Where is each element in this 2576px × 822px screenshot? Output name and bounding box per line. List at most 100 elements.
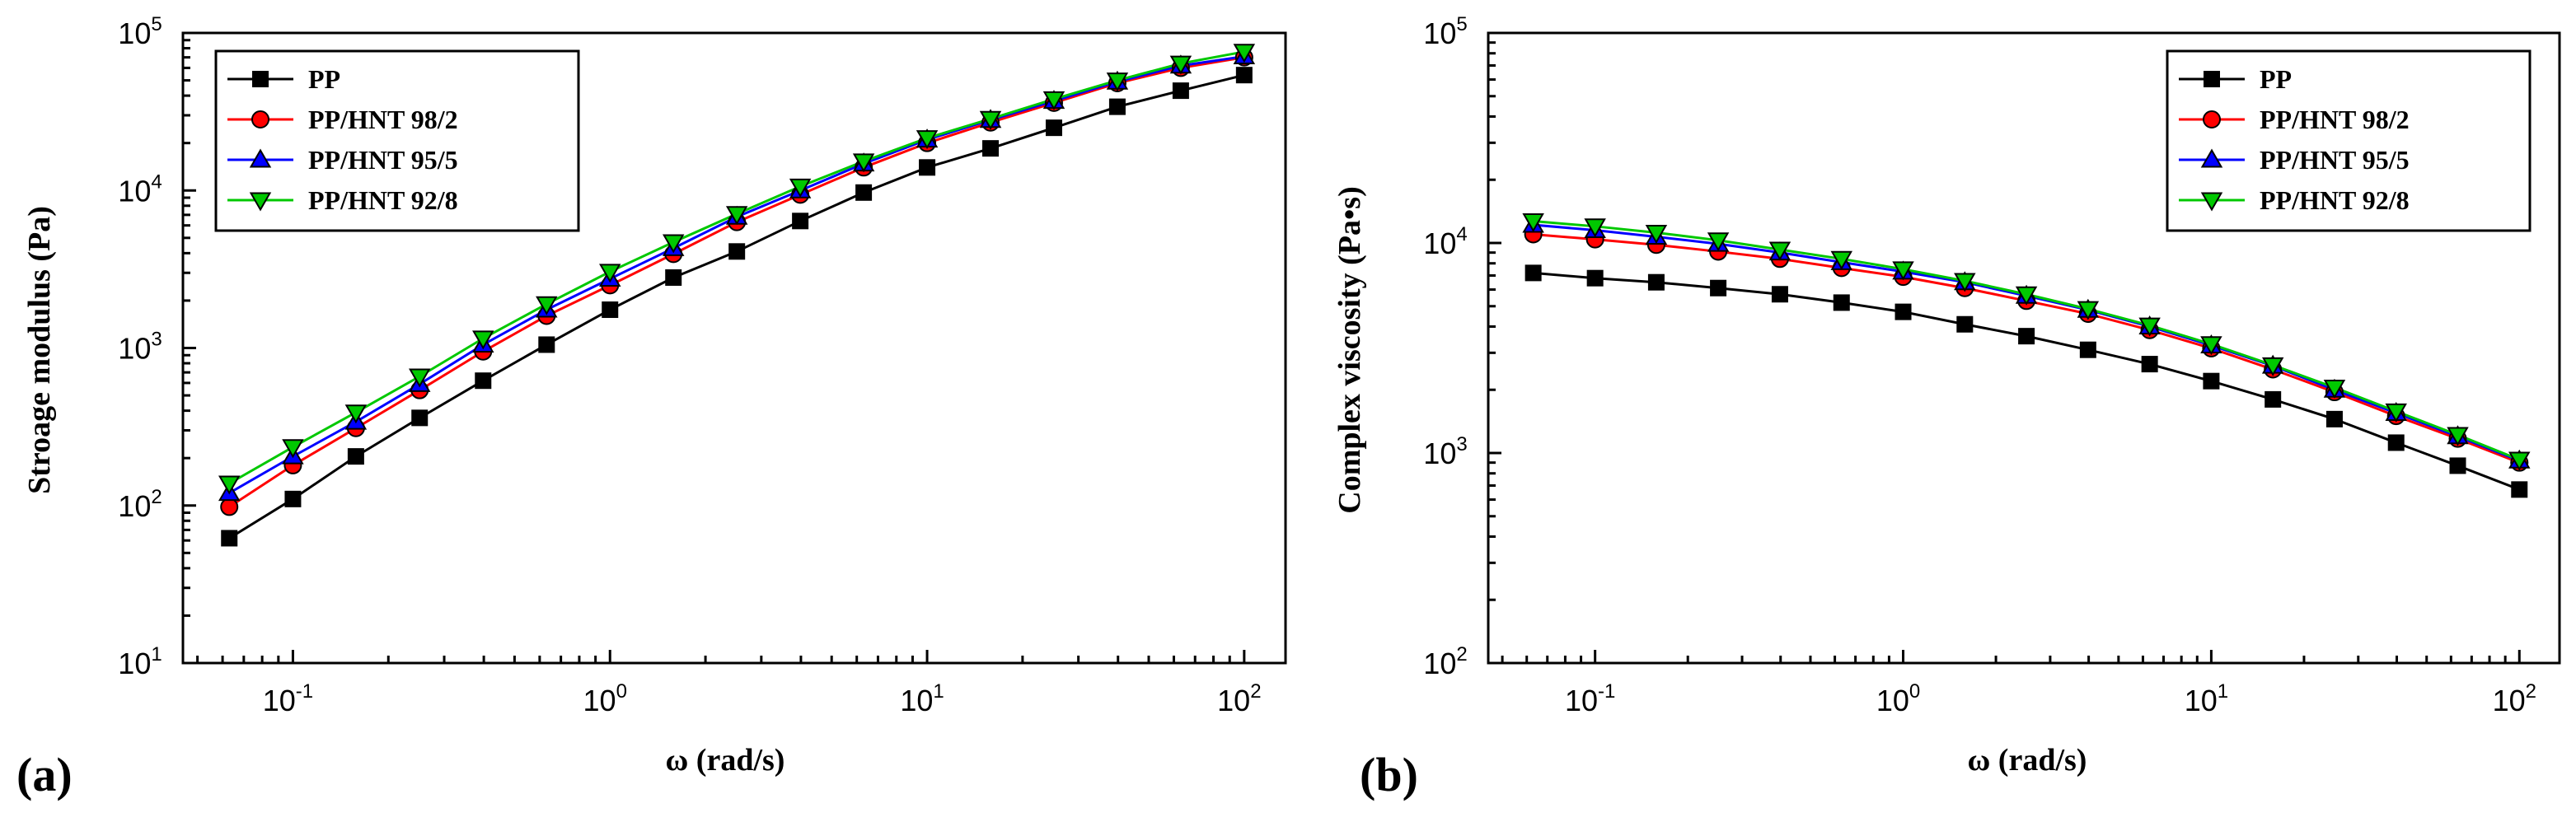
data-point-a-0 [792,213,809,230]
x-tick-label: 101 [2185,680,2228,717]
legend-marker [249,192,272,212]
data-point-b-0 [2511,481,2528,498]
data-point-b-0 [2449,457,2466,474]
x-axis-title-b: ω (rad/s) [1968,743,2087,778]
data-point-a-3 [662,234,685,254]
data-point-a-3 [916,130,939,150]
data-point-a-3 [344,404,368,424]
y-tick-label: 105 [1423,13,1467,50]
data-point-b-3 [2508,451,2531,471]
legend-label: PP/HNT 98/2 [2260,105,2410,134]
data-point-b-0 [1895,303,1912,320]
data-point-a-3 [725,206,748,226]
data-point-a-3 [1106,72,1129,92]
data-point-a-1 [220,497,239,516]
legend-label: PP [2260,64,2292,94]
data-point-b-0 [2141,356,2158,373]
data-point-a-0 [728,243,746,260]
x-tick-label: 102 [2493,680,2536,717]
data-point-b-3 [1584,218,1606,238]
series-group-b [1522,213,2531,498]
data-point-a-3 [789,178,812,198]
data-point-a-3 [218,475,241,495]
data-point-b-0 [2079,341,2096,358]
y-tick-label: 105 [118,13,162,50]
data-point-a-0 [1172,82,1189,100]
panel-b: 10-1 100 101 102 102 103 104 105 ω (rad/s) Comp… [1332,13,2561,801]
data-point-b-3 [2447,427,2469,446]
data-point-b-3 [1830,250,1852,270]
legend-b: PP PP/HNT 98/2 PP/HNT 95/5 PP/HNT 92/8 [2166,49,2532,232]
data-point-b-0 [1710,279,1727,297]
data-point-b-3 [2323,380,2346,399]
panel-label-b: (b) [1360,748,1418,801]
data-point-a-3 [472,330,494,350]
legend-marker [251,110,269,128]
x-tick-label: 101 [900,680,944,717]
data-point-b-0 [1525,264,1542,282]
data-point-b-3 [1707,232,1730,252]
data-point-b-0 [2387,434,2405,451]
data-point-b-3 [2138,317,2161,337]
data-point-b-0 [1586,269,1604,287]
legend-label: PP/HNT 92/8 [308,185,458,215]
legend-marker [2200,192,2223,212]
data-point-a-3 [282,439,304,459]
data-point-b-0 [1647,273,1665,291]
data-point-a-3 [409,368,431,388]
data-point-b-0 [1771,286,1788,303]
y-tick-label: 102 [118,486,162,523]
data-point-a-3 [852,153,875,173]
x-tick-label: 102 [1217,680,1261,717]
data-point-a-0 [347,448,364,465]
data-point-a-3 [1233,44,1256,63]
y-axis-title-a: Stroage modulus (Pa) [22,206,57,494]
data-point-b-0 [2325,410,2343,427]
data-point-b-3 [2200,336,2222,356]
data-point-b-3 [2015,286,2038,306]
data-point-b-0 [2265,390,2282,408]
legend-marker [249,148,272,168]
legend-label: PP/HNT 98/2 [308,105,458,134]
data-point-a-0 [919,159,936,176]
data-point-b-3 [1522,213,1544,233]
legend-label: PP/HNT 95/5 [2260,145,2410,175]
data-point-b-0 [2018,328,2035,345]
data-point-b-3 [1768,241,1791,261]
y-tick-label: 104 [118,170,162,208]
legend-marker [2200,148,2223,168]
data-point-a-0 [538,336,555,353]
series-group-a [218,44,1256,547]
series-line-b-1 [1533,232,2520,465]
data-point-a-0 [665,269,682,286]
data-point-b-3 [1645,224,1668,244]
data-point-a-0 [982,140,1000,157]
data-point-b-3 [2261,357,2284,376]
legend-a: PP PP/HNT 98/2 PP/HNT 95/5 PP/HNT 92/8 [214,49,580,232]
data-point-b-3 [2385,403,2407,423]
data-point-a-3 [1042,91,1066,110]
legend-label: PP/HNT 95/5 [308,145,458,175]
data-point-a-0 [855,184,873,201]
x-axis-title-a: ω (rad/s) [666,743,785,778]
data-point-a-3 [536,296,558,315]
data-point-b-0 [1833,294,1850,311]
data-point-a-3 [979,110,1002,130]
y-tick-label: 101 [118,643,162,680]
legend-label: PP/HNT 92/8 [2260,185,2410,215]
data-point-a-3 [599,264,621,283]
data-point-b-3 [1954,273,1976,292]
data-point-a-0 [1235,67,1253,84]
data-point-b-0 [2203,372,2220,390]
y-tick-label: 104 [1423,223,1467,260]
legend-label: PP [308,64,340,94]
y-tick-label: 103 [118,329,162,366]
x-tick-label: 10-1 [263,680,313,717]
legend-marker [2204,71,2220,87]
axis-ticks-b: 10-1 100 101 102 102 103 104 105 [1423,13,2536,717]
data-point-b-0 [1956,315,1974,333]
legend-marker [2203,110,2221,128]
data-point-a-0 [284,490,302,507]
legend-marker [252,71,269,87]
